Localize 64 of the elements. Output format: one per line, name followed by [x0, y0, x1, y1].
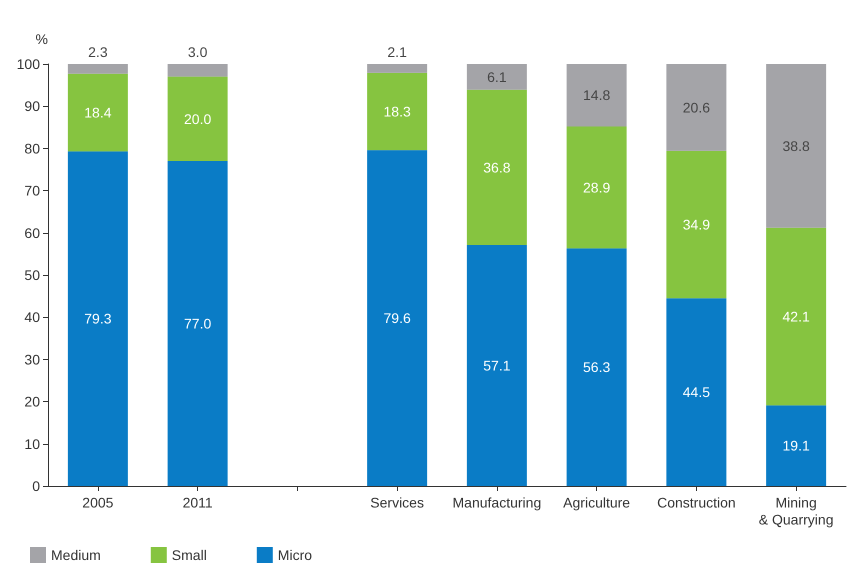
- bar: [666, 150, 726, 298]
- bar: [566, 64, 627, 126]
- y-tick-label: 70: [24, 182, 40, 199]
- legend-label: Small: [172, 547, 207, 563]
- y-tick-label: 40: [24, 309, 40, 326]
- bar: [766, 228, 826, 406]
- y-tick-label: 20: [24, 394, 40, 410]
- y-tick-label: 90: [24, 98, 40, 114]
- x-tick-label: Mining & Quarrying: [758, 494, 834, 528]
- bar: [466, 90, 527, 246]
- x-tick-label: Agriculture: [563, 494, 630, 510]
- y-tick-label: 80: [24, 140, 40, 156]
- y-tick-label: 60: [24, 224, 40, 241]
- x-tick-label: Manufacturing: [452, 494, 542, 510]
- data-label: 18.4: [84, 104, 112, 121]
- bar: [566, 126, 627, 248]
- data-label: 77.0: [184, 316, 212, 332]
- bar: [666, 64, 726, 151]
- bar: [766, 64, 826, 228]
- data-label: 2.1: [387, 44, 408, 60]
- data-label: 79.3: [84, 310, 112, 327]
- bar: [68, 74, 128, 152]
- bar: [68, 151, 128, 486]
- y-tick-label: 100: [16, 56, 40, 72]
- bar: [367, 150, 428, 486]
- data-label: 42.1: [782, 308, 810, 325]
- data-label: 36.8: [483, 159, 511, 176]
- data-label: 2.3: [88, 44, 108, 60]
- y-axis-title: %: [36, 31, 48, 47]
- x-tick-label: Construction: [657, 494, 736, 510]
- bar: [367, 64, 428, 73]
- x-tick-label: 2005: [82, 494, 114, 510]
- data-label: 18.3: [384, 103, 411, 120]
- y-tick-label: 30: [24, 351, 40, 368]
- bar: [168, 161, 228, 486]
- bar: [466, 245, 527, 486]
- bar: [168, 76, 228, 162]
- bar: [666, 298, 726, 486]
- bar: [168, 64, 228, 77]
- x-tick-label: 2011: [182, 494, 213, 510]
- data-label: 20.6: [682, 99, 710, 116]
- data-label: 38.8: [782, 138, 810, 154]
- data-label: 14.8: [583, 87, 610, 104]
- legend-label: Medium: [51, 547, 101, 563]
- data-label: 56.3: [583, 359, 610, 376]
- data-label: 20.0: [184, 110, 212, 127]
- data-label: 57.1: [483, 358, 511, 374]
- bar: [766, 405, 826, 486]
- bar: [68, 64, 128, 74]
- data-label: 6.1: [487, 68, 507, 85]
- legend-label: Micro: [278, 547, 312, 563]
- y-tick-label: 10: [24, 436, 40, 452]
- x-tick-label: Services: [370, 494, 424, 510]
- data-label: 3.0: [188, 44, 208, 60]
- bar: [466, 64, 527, 90]
- data-label: 28.9: [583, 179, 610, 196]
- y-tick-label: 50: [24, 267, 40, 283]
- bar: [367, 72, 428, 150]
- data-label: 79.6: [384, 310, 411, 326]
- data-label: 44.5: [682, 384, 710, 400]
- data-label: 34.9: [682, 216, 710, 233]
- y-tick-label: 0: [32, 478, 40, 494]
- bar: [566, 248, 627, 486]
- data-label: 19.1: [782, 438, 810, 454]
